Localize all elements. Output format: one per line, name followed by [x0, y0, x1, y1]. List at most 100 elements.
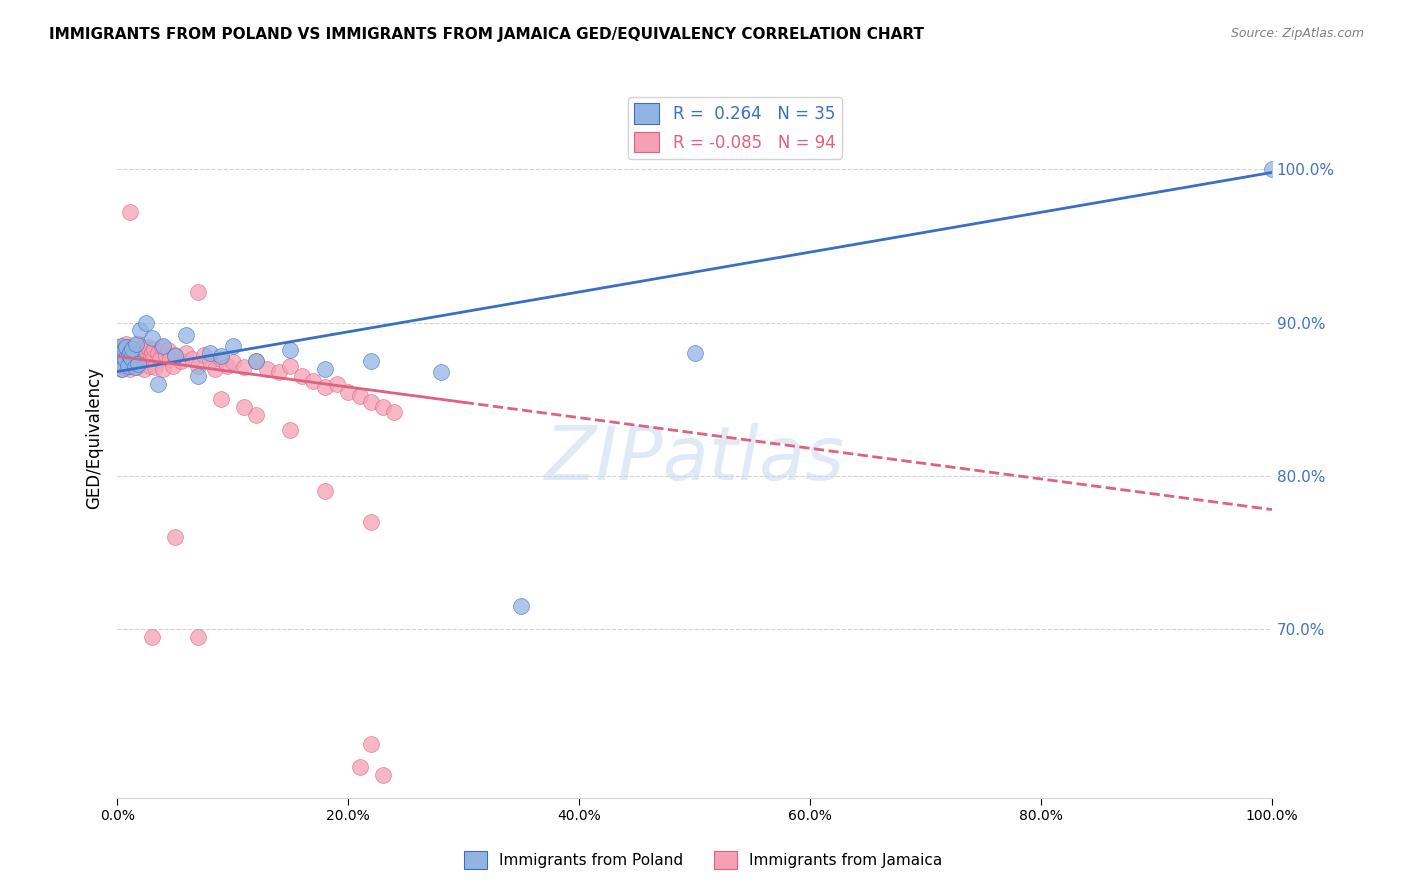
Point	[152, 361, 174, 376]
Point	[198, 354, 221, 368]
Point	[124, 337, 146, 351]
Point	[135, 316, 157, 330]
Point	[337, 384, 360, 399]
Point	[280, 343, 302, 358]
Point	[360, 395, 382, 409]
Point	[280, 359, 302, 373]
Y-axis label: GED/Equivalency: GED/Equivalency	[86, 367, 103, 508]
Point	[314, 361, 336, 376]
Point	[233, 400, 256, 414]
Point	[124, 360, 146, 375]
Point	[683, 346, 706, 360]
Point	[1261, 162, 1284, 177]
Point	[150, 340, 173, 354]
Point	[124, 342, 146, 356]
Point	[162, 359, 184, 373]
Point	[141, 344, 163, 359]
Point	[127, 357, 149, 371]
Point	[209, 392, 232, 407]
Point	[132, 361, 155, 376]
Point	[107, 349, 129, 363]
Point	[198, 346, 221, 360]
Point	[187, 285, 209, 299]
Point	[131, 340, 153, 354]
Point	[108, 340, 131, 354]
Point	[215, 359, 238, 373]
Point	[159, 352, 181, 367]
Text: IMMIGRANTS FROM POLAND VS IMMIGRANTS FROM JAMAICA GED/EQUIVALENCY CORRELATION CH: IMMIGRANTS FROM POLAND VS IMMIGRANTS FRO…	[49, 27, 924, 42]
Point	[245, 354, 267, 368]
Point	[349, 389, 371, 403]
Point	[118, 352, 141, 367]
Point	[245, 354, 267, 368]
Point	[181, 352, 204, 367]
Point	[128, 357, 150, 371]
Point	[221, 338, 243, 352]
Point	[360, 515, 382, 529]
Point	[302, 374, 325, 388]
Point	[127, 337, 149, 351]
Point	[112, 348, 135, 362]
Point	[325, 376, 347, 391]
Point	[121, 340, 143, 354]
Point	[256, 361, 278, 376]
Point	[233, 360, 256, 375]
Point	[129, 346, 152, 360]
Point	[114, 351, 136, 365]
Point	[117, 359, 139, 373]
Point	[209, 349, 232, 363]
Point	[146, 376, 169, 391]
Point	[114, 352, 136, 367]
Point	[371, 400, 394, 414]
Point	[118, 348, 141, 362]
Point	[360, 354, 382, 368]
Point	[125, 360, 148, 375]
Text: Source: ZipAtlas.com: Source: ZipAtlas.com	[1230, 27, 1364, 40]
Point	[118, 205, 141, 219]
Point	[120, 351, 142, 365]
Point	[118, 344, 141, 359]
Point	[115, 337, 138, 351]
Point	[142, 351, 165, 365]
Point	[176, 346, 198, 360]
Point	[107, 343, 129, 358]
Point	[111, 359, 134, 373]
Point	[382, 404, 405, 418]
Point	[146, 346, 169, 360]
Point	[267, 365, 290, 379]
Point	[163, 530, 186, 544]
Point	[118, 340, 141, 354]
Point	[314, 380, 336, 394]
Point	[149, 352, 172, 367]
Point	[135, 343, 157, 358]
Point	[111, 340, 134, 354]
Point	[112, 344, 135, 359]
Point	[510, 599, 533, 614]
Point	[111, 349, 134, 363]
Point	[129, 323, 152, 337]
Point	[117, 346, 139, 360]
Point	[115, 340, 138, 354]
Point	[131, 352, 153, 367]
Point	[141, 630, 163, 644]
Point	[121, 342, 143, 356]
Point	[314, 484, 336, 499]
Point	[170, 354, 193, 368]
Point	[120, 343, 142, 358]
Point	[120, 352, 142, 367]
Point	[291, 369, 314, 384]
Point	[110, 361, 132, 376]
Point	[280, 423, 302, 437]
Point	[138, 359, 160, 373]
Point	[163, 348, 186, 362]
Point	[163, 349, 186, 363]
Point	[108, 354, 131, 368]
Point	[187, 630, 209, 644]
Point	[245, 408, 267, 422]
Point	[107, 346, 129, 360]
Point	[118, 348, 141, 362]
Point	[143, 360, 166, 375]
Point	[121, 359, 143, 373]
Point	[204, 361, 226, 376]
Point	[155, 348, 177, 362]
